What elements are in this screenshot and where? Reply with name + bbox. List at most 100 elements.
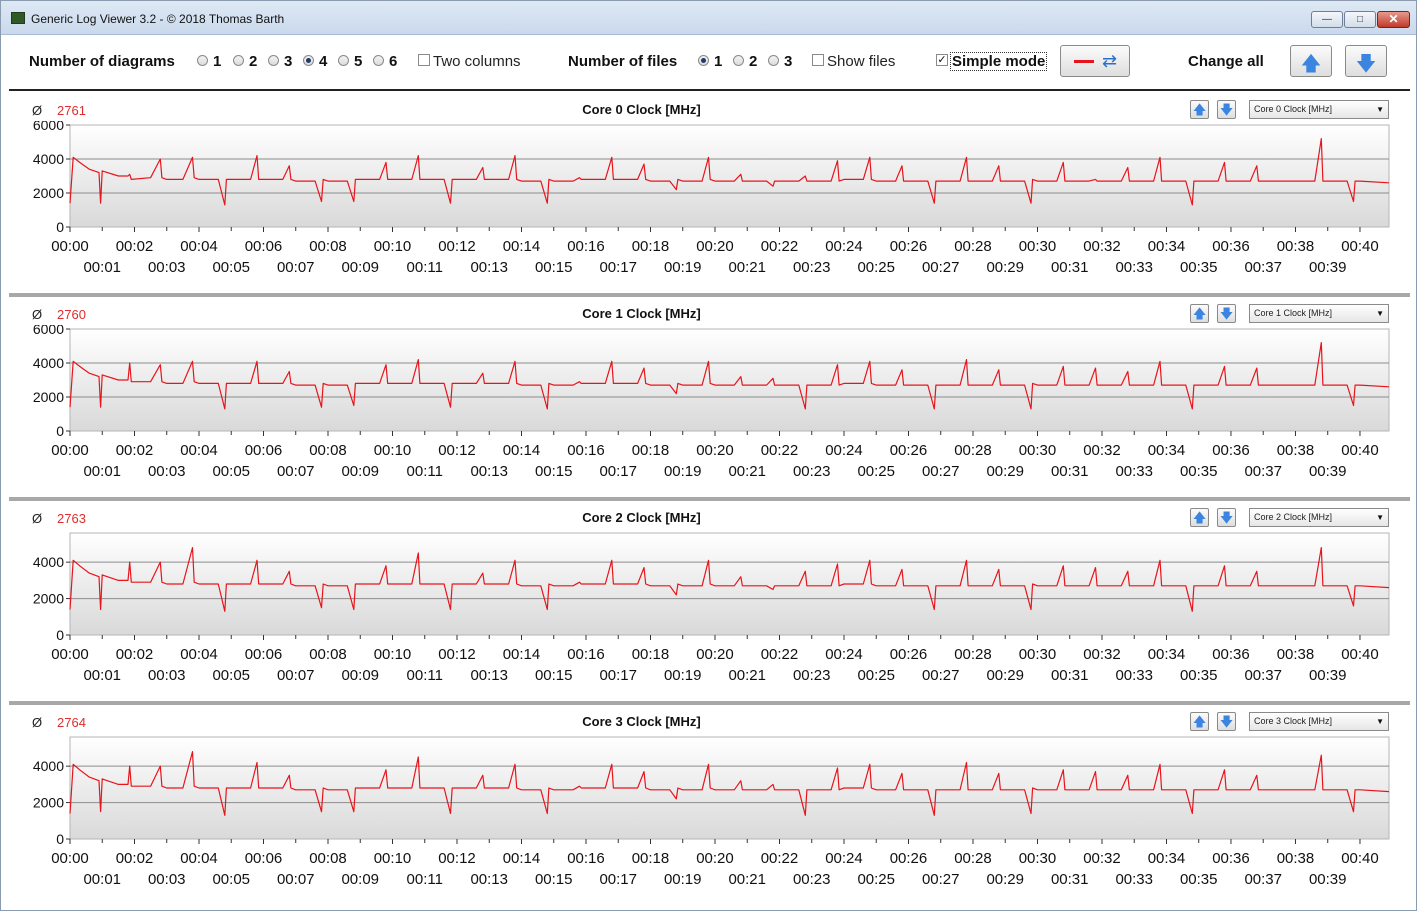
- two-columns-label[interactable]: Two columns: [433, 53, 521, 70]
- line-chart[interactable]: 0 2000 4000 6000 00:00 00:02 00:04 00:06 00:08 00…: [9, 121, 1410, 291]
- x-tick-label: 00:04: [180, 850, 218, 867]
- line-style-button[interactable]: ⇄: [1060, 45, 1130, 77]
- series-line: [69, 751, 1390, 816]
- x-tick-label: 00:09: [341, 259, 379, 276]
- plot-area: [69, 124, 1390, 228]
- diagrams-radio-1[interactable]: [197, 55, 208, 66]
- number-of-diagrams-label: Number of diagrams: [29, 53, 175, 70]
- close-button[interactable]: ✕: [1377, 11, 1410, 28]
- minimize-button[interactable]: —: [1311, 11, 1343, 28]
- x-tick-label: 00:34: [1148, 850, 1186, 867]
- x-tick-label: 00:24: [825, 850, 863, 867]
- x-tick-label: 00:19: [664, 871, 702, 888]
- average-value: 2763: [57, 511, 86, 526]
- sensor-dropdown[interactable]: Core 1 Clock [MHz] ▼: [1249, 304, 1389, 323]
- x-tick-label: 00:10: [374, 646, 412, 663]
- sensor-dropdown[interactable]: Core 2 Clock [MHz] ▼: [1249, 508, 1389, 527]
- x-tick-label: 00:02: [116, 442, 154, 459]
- diagram-down-button[interactable]: 🡇: [1217, 304, 1236, 323]
- y-tick-label: 6000: [33, 325, 64, 337]
- files-radio-3[interactable]: [768, 55, 779, 66]
- diagrams-radio-2-label[interactable]: 2: [249, 53, 258, 70]
- x-tick-label: 00:15: [535, 871, 573, 888]
- diagrams-radio-5[interactable]: [338, 55, 349, 66]
- x-tick-label: 00:25: [857, 259, 895, 276]
- diagrams-radio-3-label[interactable]: 3: [284, 53, 293, 70]
- x-tick-label: 00:20: [696, 238, 734, 255]
- diagrams-radio-6[interactable]: [373, 55, 384, 66]
- diagrams-radio-6-label[interactable]: 6: [389, 53, 398, 70]
- panel-splitter[interactable]: [9, 497, 1410, 502]
- diagrams-radio-4[interactable]: [303, 55, 314, 66]
- plot-area: [69, 532, 1390, 636]
- sensor-dropdown-value: Core 3 Clock [MHz]: [1254, 716, 1333, 726]
- diagram-up-button[interactable]: 🡅: [1190, 712, 1209, 731]
- x-tick-label: 00:03: [148, 463, 186, 480]
- line-chart[interactable]: 0 2000 4000 00:00 00:02 00:04 00:06 00:08 00:10 0…: [9, 733, 1410, 903]
- line-chart[interactable]: 0 2000 4000 6000 00:00 00:02 00:04 00:06 00:08 00…: [9, 325, 1410, 495]
- x-tick-label: 00:33: [1115, 871, 1153, 888]
- diagrams-radio-4-label[interactable]: 4: [319, 53, 328, 70]
- x-tick-label: 00:28: [954, 442, 992, 459]
- x-tick-label: 00:06: [245, 442, 283, 459]
- diagram-down-button[interactable]: 🡇: [1217, 712, 1236, 731]
- average-symbol: Ø: [32, 103, 43, 118]
- x-tick-label: 00:20: [696, 646, 734, 663]
- maximize-button[interactable]: □: [1344, 11, 1376, 28]
- diagram-title: Core 2 Clock [MHz]: [582, 510, 701, 525]
- x-tick-label: 00:36: [1212, 850, 1250, 867]
- average-symbol: Ø: [32, 511, 43, 526]
- diagrams-radio-3[interactable]: [268, 55, 279, 66]
- sensor-dropdown[interactable]: Core 0 Clock [MHz] ▼: [1249, 100, 1389, 119]
- x-tick-label: 00:18: [632, 850, 670, 867]
- plot-area: [69, 328, 1390, 432]
- line-chart[interactable]: 0 2000 4000 00:00 00:02 00:04 00:06 00:08 00:10 0…: [9, 529, 1410, 699]
- x-tick-label: 00:37: [1244, 871, 1282, 888]
- x-tick-label: 00:11: [407, 463, 443, 480]
- x-tick-label: 00:28: [954, 238, 992, 255]
- diagram-down-button[interactable]: 🡇: [1217, 508, 1236, 527]
- simple-mode-label[interactable]: Simple mode: [950, 52, 1048, 71]
- show-files-label[interactable]: Show files: [827, 53, 896, 70]
- change-all-down-button[interactable]: 🡇: [1345, 45, 1387, 77]
- show-files-checkbox[interactable]: [812, 54, 824, 66]
- arrow-up-icon: 🡅: [1192, 306, 1207, 321]
- diagram-up-button[interactable]: 🡅: [1190, 508, 1209, 527]
- x-tick-label: 00:39: [1309, 259, 1347, 276]
- x-tick-label: 00:11: [407, 667, 443, 684]
- files-radio-2-label[interactable]: 2: [749, 53, 758, 70]
- x-tick-label: 00:39: [1309, 667, 1347, 684]
- diagram-up-button[interactable]: 🡅: [1190, 100, 1209, 119]
- diagram-up-button[interactable]: 🡅: [1190, 304, 1209, 323]
- diagrams-radio-1-label[interactable]: 1: [213, 53, 222, 70]
- two-columns-checkbox[interactable]: [418, 54, 430, 66]
- x-tick-label: 00:20: [696, 850, 734, 867]
- y-tick-label: 0: [56, 831, 64, 847]
- x-tick-label: 00:33: [1115, 259, 1153, 276]
- diagram-panel: Ø 2761 Core 0 Clock [MHz] 🡅 🡇 Core 0 Clock [M…: [9, 93, 1410, 293]
- diagrams-radio-5-label[interactable]: 5: [354, 53, 363, 70]
- diagram-down-button[interactable]: 🡇: [1217, 100, 1236, 119]
- x-tick-label: 00:22: [761, 646, 799, 663]
- sensor-dropdown[interactable]: Core 3 Clock [MHz] ▼: [1249, 712, 1389, 731]
- files-radio-2[interactable]: [733, 55, 744, 66]
- panel-splitter[interactable]: [9, 701, 1410, 706]
- files-radio-3-label[interactable]: 3: [784, 53, 793, 70]
- x-tick-label: 00:30: [1019, 646, 1057, 663]
- x-tick-label: 00:27: [922, 667, 960, 684]
- x-tick-label: 00:16: [567, 238, 605, 255]
- x-tick-label: 00:01: [83, 871, 121, 888]
- title-bar[interactable]: Generic Log Viewer 3.2 - © 2018 Thomas B…: [1, 1, 1416, 35]
- files-radio-1[interactable]: [698, 55, 709, 66]
- x-tick-label: 00:39: [1309, 871, 1347, 888]
- x-tick-label: 00:30: [1019, 850, 1057, 867]
- panel-splitter[interactable]: [9, 293, 1410, 298]
- x-tick-label: 00:29: [986, 259, 1024, 276]
- change-all-up-button[interactable]: 🡅: [1290, 45, 1332, 77]
- files-radio-1-label[interactable]: 1: [714, 53, 723, 70]
- diagrams-radio-2[interactable]: [233, 55, 244, 66]
- y-tick-label: 4000: [33, 758, 64, 774]
- x-tick-label: 00:34: [1148, 442, 1186, 459]
- simple-mode-checkbox[interactable]: ✓: [936, 54, 948, 66]
